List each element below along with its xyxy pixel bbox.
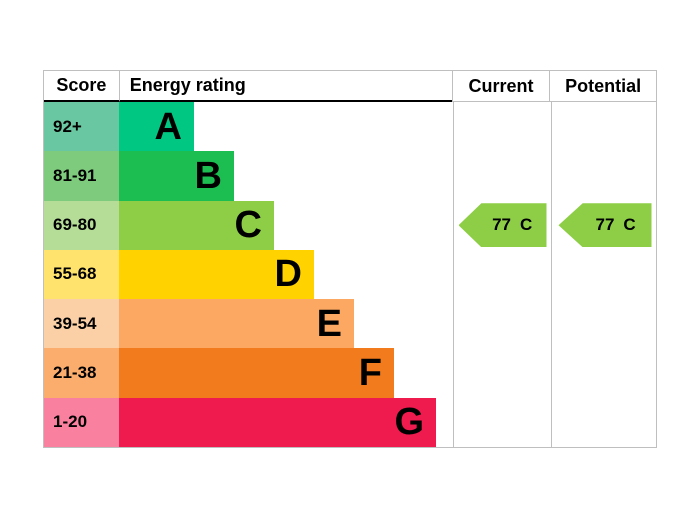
- current-rating-label: 77 C: [492, 215, 532, 235]
- current-column: 77 C: [453, 102, 551, 447]
- band-bar: F: [119, 348, 394, 398]
- band-letter: C: [234, 204, 262, 247]
- band-letter: A: [154, 105, 182, 148]
- band-bar: D: [119, 249, 314, 300]
- band-score-range: 39-54: [44, 299, 119, 349]
- band-letter: F: [358, 352, 382, 395]
- band-score-range: 1-20: [44, 397, 119, 447]
- band-bar: G: [119, 397, 436, 447]
- band-row-e: 39-54 E: [44, 299, 453, 349]
- band-bar: A: [119, 102, 194, 152]
- band-row-g: 1-20 G: [44, 397, 453, 447]
- band-row-d: 55-68 D: [44, 249, 453, 300]
- band-row-f: 21-38 F: [44, 348, 453, 398]
- band-row-a: 92+ A: [44, 102, 453, 152]
- table-body: 92+ A 81-91 B 69-80 C 55-68 D 39-54 E 21-38 F 1-20 G …: [44, 102, 656, 447]
- band-letter: B: [194, 154, 222, 197]
- potential-rating-arrow: 77 C: [558, 203, 652, 248]
- band-bar: E: [119, 299, 354, 349]
- header-energy-rating: Energy rating: [118, 71, 452, 102]
- band-letter: G: [394, 401, 424, 444]
- table-header-row: Score Energy rating Current Potential: [44, 71, 656, 102]
- header-score: Score: [44, 71, 119, 102]
- potential-column: 77 C: [551, 102, 658, 447]
- band-letter: D: [274, 253, 302, 296]
- header-potential: Potential: [549, 71, 656, 102]
- current-rating-band: C: [520, 215, 533, 235]
- current-rating-arrow: 77 C: [458, 203, 547, 248]
- band-score-range: 21-38: [44, 348, 119, 398]
- band-score-range: 92+: [44, 102, 119, 152]
- band-bar: C: [119, 200, 274, 250]
- band-score-range: 81-91: [44, 151, 119, 201]
- band-score-range: 55-68: [44, 249, 119, 300]
- band-row-c: 69-80 C: [44, 200, 453, 250]
- current-rating-value: 77: [492, 215, 512, 235]
- potential-rating-value: 77: [595, 215, 615, 235]
- band-score-range: 69-80: [44, 200, 119, 250]
- band-rows: 92+ A 81-91 B 69-80 C 55-68 D 39-54 E 21-38 F 1-20 G: [44, 102, 453, 447]
- potential-rating-label: 77 C: [595, 215, 635, 235]
- band-bar: B: [119, 151, 234, 201]
- header-current: Current: [451, 71, 550, 102]
- epc-rating-table: Score Energy rating Current Potential 92…: [43, 70, 657, 448]
- band-row-b: 81-91 B: [44, 151, 453, 201]
- band-letter: E: [316, 302, 342, 345]
- potential-rating-band: C: [623, 215, 636, 235]
